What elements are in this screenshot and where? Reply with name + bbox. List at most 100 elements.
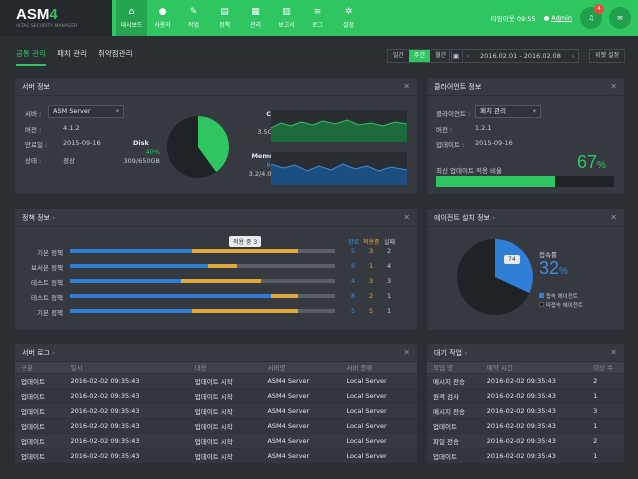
close-icon[interactable]: ✕ (403, 348, 410, 357)
table-cell: 업데이트 시작 (188, 387, 262, 403)
calendar-icon[interactable]: ▣ (450, 50, 463, 62)
nav-label: 로그 (311, 22, 324, 29)
table-row[interactable]: 파일 전송 2016-02-02 09:35:43 2 (427, 432, 624, 448)
table-row[interactable]: 업데이트 2016-02-02 09:35:43 업데이트 시작 ASM4 Serve… (15, 432, 417, 448)
memory-area-chart (271, 152, 407, 185)
table-cell: 업데이트 (15, 387, 65, 403)
column-header[interactable]: 일시 (64, 362, 189, 373)
policy-failed: 1 (387, 292, 392, 300)
policy-failed: 1 (387, 307, 392, 315)
table-cell: 업데이트 (15, 432, 65, 448)
nav-item[interactable]: ▥ 보고서 (271, 0, 302, 36)
panel-title[interactable]: 서버 로그 › (22, 348, 56, 357)
period-daily[interactable]: 일간 (393, 52, 405, 59)
table-cell: ASM4 Server (261, 417, 341, 433)
column-header[interactable]: 작업 명 (427, 362, 481, 373)
table-cell: 2016-02-02 09:35:43 (64, 447, 189, 463)
table-row[interactable]: 메시지 전송 2016-02-02 09:35:43 3 (427, 402, 624, 418)
policy-failed: 2 (387, 247, 392, 255)
column-header[interactable]: 대상 수 (587, 362, 624, 373)
panel-title[interactable]: 대기 작업 › (434, 348, 468, 357)
memory-label: Memory (251, 152, 281, 160)
table-cell: 2016-02-02 09:35:43 (480, 402, 588, 418)
server-log-panel: 서버 로그 › ✕ 구분 일시 내용 서버명 서버 종류 업데이트 2016-02-02 09… (15, 344, 417, 463)
column-header[interactable]: 구분 (15, 362, 65, 373)
notification-button[interactable]: ♫ 4 (580, 4, 604, 29)
table-cell: 2016-02-02 09:35:43 (64, 417, 189, 433)
policy-applying: 3 (369, 247, 374, 255)
table-row[interactable]: 메시지 전송 2016-02-02 09:35:43 2 (427, 372, 624, 388)
message-button[interactable]: ✉ (609, 7, 631, 29)
server-log-table: 구분 일시 내용 서버명 서버 종류 업데이트 2016-02-02 09:35:43 업데이… (15, 362, 417, 463)
table-row[interactable]: 업데이트 2016-02-02 09:35:43 업데이트 시작 ASM4 Serve… (15, 447, 417, 463)
policy-bar (70, 309, 335, 313)
panel-title[interactable]: 에이전트 설치 정보 › (434, 213, 496, 222)
tab-common[interactable]: 공통 관리 (16, 48, 46, 66)
nav-item[interactable]: ✎ 작업 (178, 0, 209, 36)
tab-patch[interactable]: 패치 관리 (56, 49, 87, 58)
close-icon[interactable]: ✕ (610, 82, 617, 91)
close-icon[interactable]: ✕ (610, 213, 617, 222)
date-range-text: 2016.02.01 - 2016.02.08 (480, 52, 561, 60)
policy-bar-done (70, 279, 182, 283)
table-row[interactable]: 업데이트 2016-02-02 09:35:43 1 (427, 417, 624, 433)
client-version-label: 버전 : (436, 126, 453, 134)
agent-rate-label: 접속률 (539, 251, 557, 259)
table-row[interactable]: 업데이트 2016-02-02 09:35:43 업데이트 시작 ASM4 Serve… (15, 387, 417, 403)
tab-vulnerability[interactable]: 취약점관리 (97, 49, 133, 58)
close-icon[interactable]: ✕ (403, 82, 410, 91)
release-label: 만료일 : (25, 141, 48, 149)
next-arrow-icon[interactable]: › (571, 52, 575, 60)
policy-bar-done (70, 264, 208, 268)
server-select[interactable]: ASM Server ▾ (48, 105, 124, 118)
table-cell: Local Server (340, 372, 417, 388)
column-header[interactable]: 내용 (188, 362, 262, 373)
logo[interactable]: ASM4 ALTAC SECURITY MANAGER (0, 0, 112, 36)
version-label: 버전 : (25, 126, 42, 134)
table-cell: 업데이트 (15, 417, 65, 433)
nav-item[interactable]: ✲ 설정 (333, 0, 364, 36)
panel-title[interactable]: 정책 정보 › (22, 213, 56, 222)
close-icon[interactable]: ✕ (610, 348, 617, 357)
nav-item[interactable]: ⌂ 대시보드 (116, 0, 147, 36)
nav-item[interactable]: ▤ 정책 (209, 0, 240, 36)
column-header[interactable]: 서버명 (261, 362, 341, 373)
session-timeout: 타임아웃 09:55 (490, 15, 536, 23)
table-row[interactable]: 업데이트 2016-02-02 09:35:43 업데이트 시작 ASM4 Serve… (15, 402, 417, 418)
policy-failed: 4 (387, 262, 392, 270)
period-toggle: 일간 주간 월간 (387, 49, 453, 63)
user-icon: ● (543, 14, 550, 22)
period-monthly[interactable]: 월간 (435, 52, 447, 59)
table-row[interactable]: 업데이트 2016-02-02 09:35:43 업데이트 시작 ASM4 Serve… (15, 372, 417, 388)
policy-done: 6 (351, 262, 356, 270)
table-cell: 업데이트 시작 (188, 402, 262, 418)
nav-item[interactable]: ● 사용자 (147, 0, 178, 36)
server-label: 서버 : (25, 110, 42, 118)
widget-settings-button[interactable]: 위젯 설정 (589, 49, 625, 63)
table-cell: 3 (587, 402, 624, 418)
column-header[interactable]: 예약 시간 (480, 362, 588, 373)
prev-arrow-icon[interactable]: ‹ (466, 52, 470, 60)
table-cell: Local Server (340, 387, 417, 403)
close-icon[interactable]: ✕ (403, 213, 410, 222)
user-name[interactable]: Admin (551, 14, 572, 22)
policy-name: 보서본 정책 (31, 264, 63, 272)
period-weekly[interactable]: 주간 (409, 50, 431, 62)
table-row[interactable]: 업데이트 2016-02-02 09:35:43 1 (427, 447, 624, 463)
table-row[interactable]: 업데이트 2016-02-02 09:35:43 업데이트 시작 ASM4 Serve… (15, 417, 417, 433)
client-version-value: 1.2.1 (475, 124, 492, 132)
table-row[interactable]: 원격 검사 2016-02-02 09:35:43 1 (427, 387, 624, 403)
column-header[interactable]: 서버 종류 (340, 362, 417, 373)
nav-item[interactable]: ▦ 관리 (240, 0, 271, 36)
policy-applying: 2 (369, 292, 374, 300)
nav-label: 정책 (218, 22, 231, 29)
table-cell: 업데이트 시작 (188, 417, 262, 433)
date-range-picker: ▣ ‹ 2016.02.01 - 2016.02.08 › (449, 49, 579, 63)
main-nav: ⌂ 대시보드 ● 사용자 ✎ 작업 ▤ 정책 ▦ 관리 ▥ 보고서 ≡ 로그 ✲ 설정 (116, 0, 364, 36)
client-select[interactable]: 패치 관리 ▾ (475, 105, 541, 118)
update-rate-fill (436, 176, 556, 187)
nav-item[interactable]: ≡ 로그 (302, 0, 333, 36)
cpu-area-chart (271, 110, 407, 142)
disk-label: Disk (133, 139, 149, 147)
table-cell: 업데이트 (427, 447, 481, 463)
